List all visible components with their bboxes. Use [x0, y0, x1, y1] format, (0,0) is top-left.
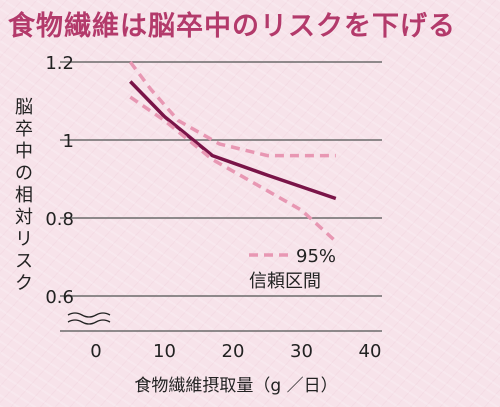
axis-break-marker: [67, 312, 111, 325]
x-tick-label: 20: [222, 341, 245, 362]
y-tick-label: 1.2: [45, 53, 74, 74]
y-tick-label: 0.8: [45, 209, 74, 230]
legend: 95% 信頼区間: [249, 246, 336, 292]
chart-title: 食物繊維は脳卒中のリスクを下げる: [8, 11, 456, 42]
x-tick-label: 30: [290, 341, 313, 362]
y-tick-label: 1: [63, 131, 74, 152]
ci-bound-line-1: [128, 60, 336, 158]
x-tick-label: 40: [359, 341, 382, 362]
x-tick-label: 10: [153, 341, 176, 362]
x-axis-label: 食物繊維摂取量（g ／日）: [134, 376, 337, 396]
x-tick-labels: 0 10 20 30 40: [90, 341, 381, 362]
y-axis-label: 脳卒中の相対リスク: [15, 97, 33, 294]
gridlines: [60, 61, 382, 332]
y-tick-labels: 0.6 0.8 1 1.2: [45, 53, 74, 308]
relative-risk-line: [129, 80, 337, 201]
legend-label-line1: 95%: [296, 246, 336, 267]
data-series: [128, 60, 337, 243]
ci-bound-line-2: [129, 95, 337, 243]
legend-label-line2: 信頼区間: [249, 271, 321, 292]
y-tick-label: 0.6: [45, 287, 74, 308]
x-tick-label: 0: [90, 341, 101, 362]
